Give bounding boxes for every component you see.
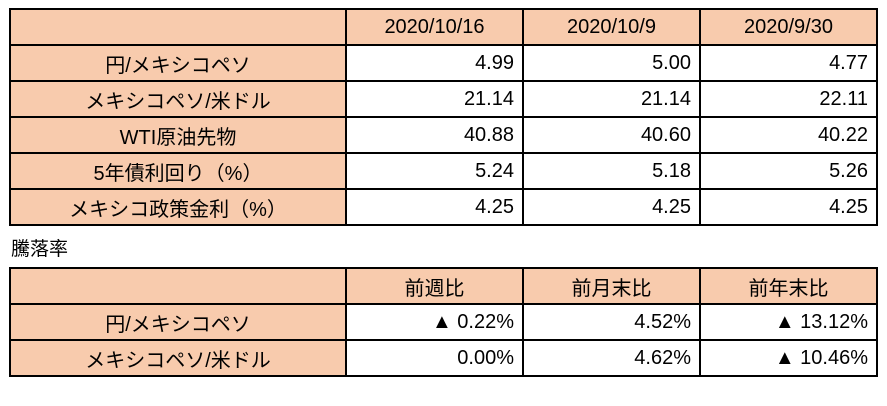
row-value: 4.99 — [345, 44, 524, 82]
table-row: WTI原油先物 40.88 40.60 40.22 — [9, 116, 878, 154]
section-label: 騰落率 — [11, 239, 69, 260]
row-value: 22.11 — [699, 80, 878, 118]
row-value: 40.22 — [699, 116, 878, 154]
market-rates-table: 2020/10/16 2020/10/9 2020/9/30 円/メキシコペソ … — [9, 8, 878, 226]
change-header-year: 前年末比 — [699, 267, 878, 305]
row-value: 5.00 — [522, 44, 701, 82]
row-label: メキシコペソ/米ドル — [9, 339, 347, 377]
row-label: メキシコ政策金利（%） — [9, 188, 347, 226]
rates-header-empty — [9, 8, 347, 46]
row-label: 5年債利回り（%） — [9, 152, 347, 190]
row-value: 4.62% — [522, 339, 701, 377]
row-value: 5.26 — [699, 152, 878, 190]
table-row: 円/メキシコペソ 4.99 5.00 4.77 — [9, 44, 878, 82]
row-label: メキシコペソ/米ドル — [9, 80, 347, 118]
row-value: 21.14 — [345, 80, 524, 118]
rates-header-row: 2020/10/16 2020/10/9 2020/9/30 — [9, 8, 878, 46]
row-value: 5.18 — [522, 152, 701, 190]
row-value: 21.14 — [522, 80, 701, 118]
row-value: ▲ 13.12% — [699, 303, 878, 341]
row-label: 円/メキシコペソ — [9, 44, 347, 82]
table-row: メキシコペソ/米ドル 21.14 21.14 22.11 — [9, 80, 878, 118]
rates-header-date-2: 2020/10/9 — [522, 8, 701, 46]
row-value: 40.88 — [345, 116, 524, 154]
change-header-week: 前週比 — [345, 267, 524, 305]
row-label: 円/メキシコペソ — [9, 303, 347, 341]
row-value: 4.25 — [345, 188, 524, 226]
row-value: 4.77 — [699, 44, 878, 82]
rates-header-date-1: 2020/10/16 — [345, 8, 524, 46]
row-value: 4.25 — [522, 188, 701, 226]
change-rates-table: 前週比 前月末比 前年末比 円/メキシコペソ ▲ 0.22% 4.52% ▲ 1… — [9, 267, 878, 377]
change-header-month: 前月末比 — [522, 267, 701, 305]
change-header-empty — [9, 267, 347, 305]
change-header-row: 前週比 前月末比 前年末比 — [9, 267, 878, 305]
row-value: 4.25 — [699, 188, 878, 226]
row-value: 5.24 — [345, 152, 524, 190]
row-value: 4.52% — [522, 303, 701, 341]
row-value: ▲ 0.22% — [345, 303, 524, 341]
table-row: 円/メキシコペソ ▲ 0.22% 4.52% ▲ 13.12% — [9, 303, 878, 341]
row-value: ▲ 10.46% — [699, 339, 878, 377]
rates-header-date-3: 2020/9/30 — [699, 8, 878, 46]
row-value: 40.60 — [522, 116, 701, 154]
row-value: 0.00% — [345, 339, 524, 377]
row-label: WTI原油先物 — [9, 116, 347, 154]
table-row: メキシコペソ/米ドル 0.00% 4.62% ▲ 10.46% — [9, 339, 878, 377]
table-row: メキシコ政策金利（%） 4.25 4.25 4.25 — [9, 188, 878, 226]
table-row: 5年債利回り（%） 5.24 5.18 5.26 — [9, 152, 878, 190]
